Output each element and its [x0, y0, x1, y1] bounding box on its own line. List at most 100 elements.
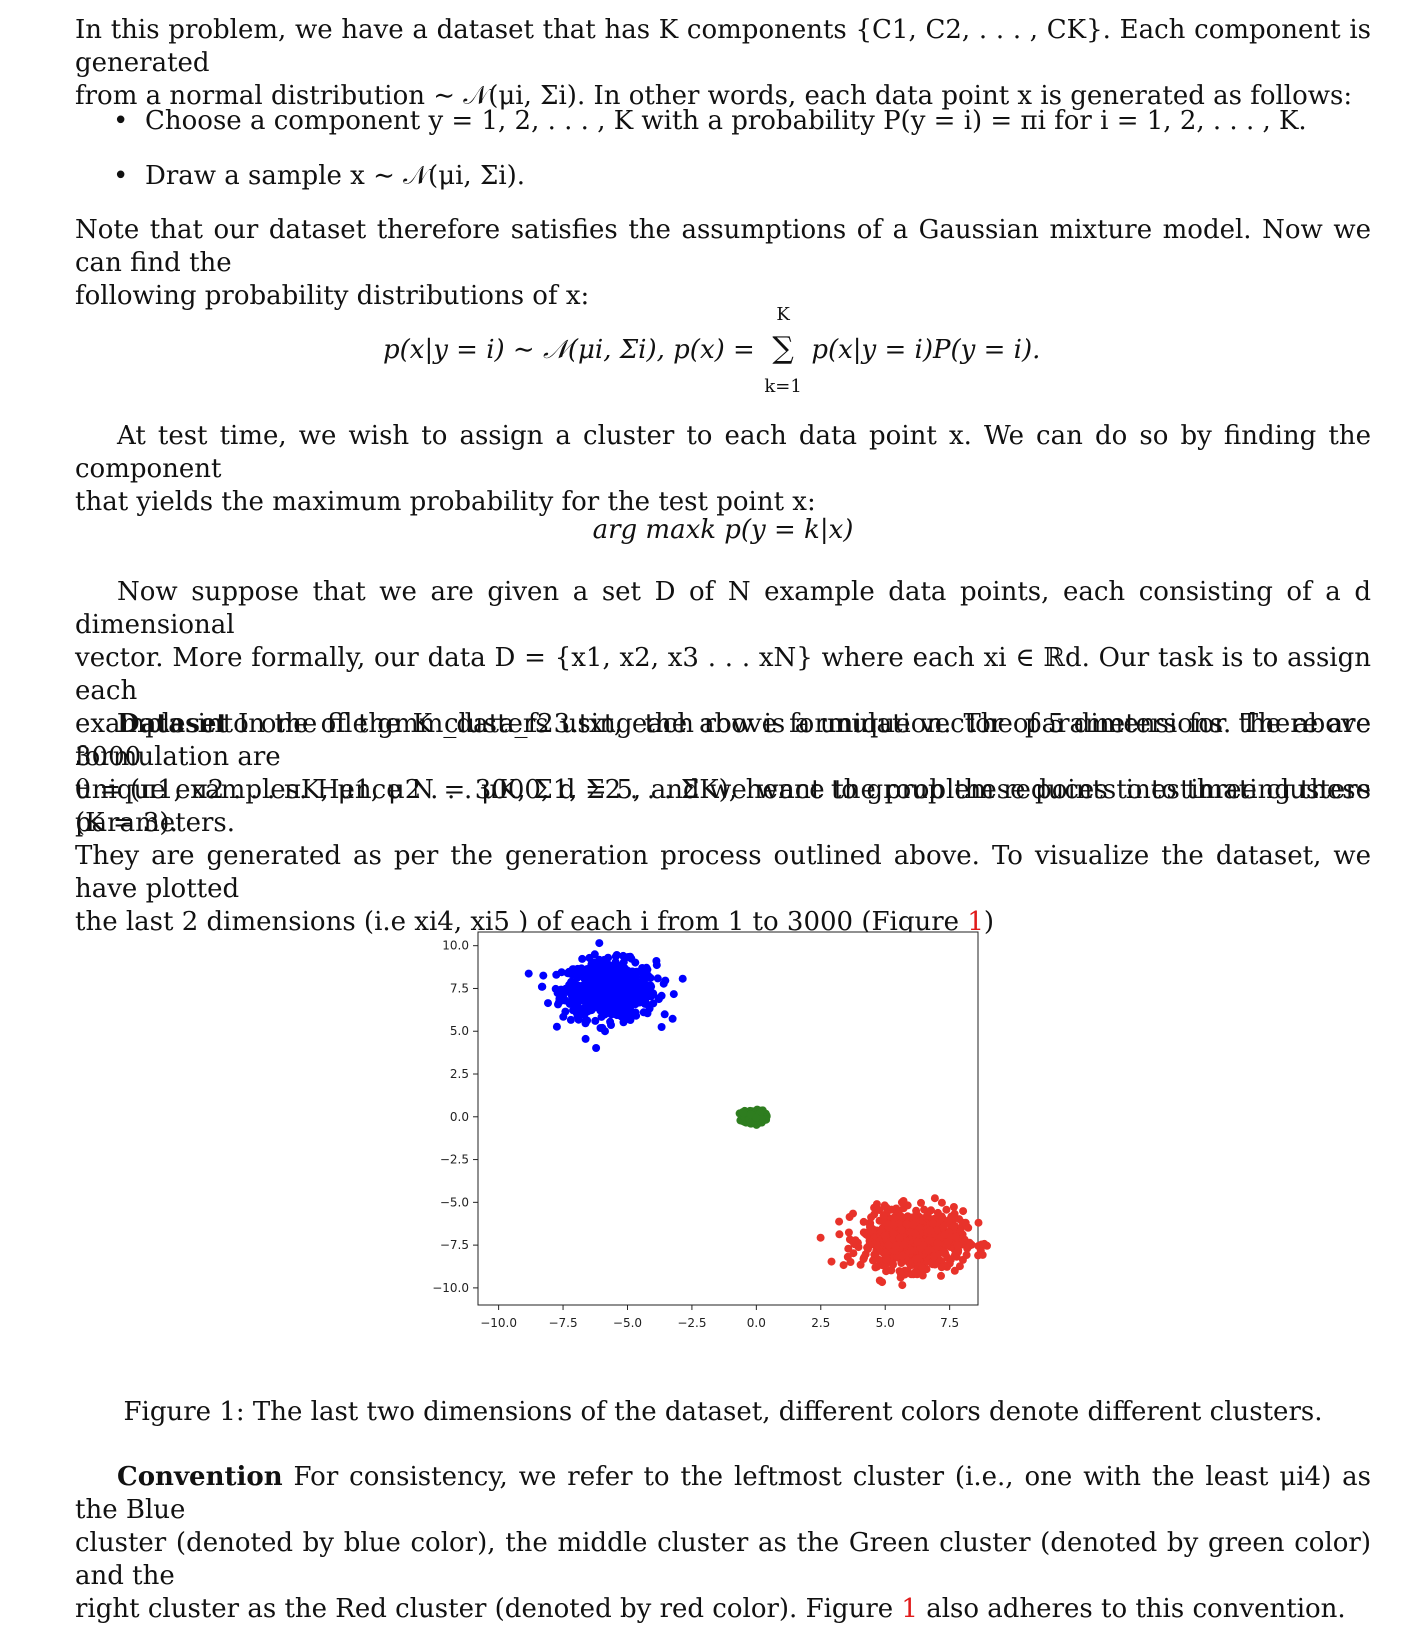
scatter-point — [606, 971, 614, 980]
scatter-point — [913, 1237, 922, 1246]
problem-line-3: example into one of the K clusters using… — [75, 709, 1371, 772]
scatter-point — [633, 986, 641, 994]
scatter-point — [603, 959, 612, 968]
scatter-point — [654, 995, 663, 1004]
scatter-point — [659, 979, 668, 988]
scatter-point — [627, 973, 636, 982]
scatter-point — [919, 1241, 928, 1250]
test-line-1: At test time, we wish to assign a cluste… — [75, 421, 1371, 484]
scatter-point — [974, 1218, 983, 1227]
scatter-point — [918, 1271, 927, 1280]
scatter-point — [897, 1198, 906, 1207]
gmm-paragraph: Note that our dataset therefore satisfie… — [75, 214, 1371, 313]
scatter-point — [896, 1270, 905, 1279]
scatter-point — [873, 1262, 882, 1271]
scatter-point — [846, 1258, 855, 1266]
scatter-point — [895, 1233, 904, 1242]
scatter-point — [898, 1252, 907, 1260]
scatter-point — [835, 1230, 844, 1239]
scatter-point — [827, 1257, 836, 1266]
scatter-point — [924, 1246, 933, 1255]
x-tick-label: 0.0 — [747, 1316, 766, 1330]
scatter-point — [601, 1027, 609, 1036]
data-points-group — [524, 939, 991, 1290]
scatter-point — [579, 983, 588, 992]
scatter-point — [898, 1281, 907, 1290]
scatter-point — [926, 1226, 935, 1235]
gmm-line-2: following probability distributions of x… — [75, 281, 590, 311]
scatter-chart: −10.0 −7.5 −5.0 −2.5 0.0 2.5 5.0 7.5 10.0 7.5 5.0… — [432, 931, 991, 1330]
scatter-point — [879, 1211, 888, 1220]
scatter-point — [595, 939, 604, 948]
scatter-point — [937, 1271, 945, 1280]
scatter-point — [746, 1119, 755, 1128]
y-tick-label: 5.0 — [450, 1024, 469, 1038]
scatter-point — [581, 1034, 590, 1043]
scatter-point — [933, 1208, 942, 1217]
scatter-point — [933, 1239, 942, 1248]
scatter-point — [955, 1262, 964, 1271]
x-tick-label: −5.0 — [613, 1316, 642, 1330]
scatter-point — [920, 1205, 929, 1214]
sum-lower-limit: k=1 — [764, 376, 802, 397]
intro-line-1: In this problem, we have a dataset that … — [75, 15, 1371, 78]
scatter-point — [589, 1003, 598, 1012]
scatter-point — [959, 1207, 968, 1216]
scatter-point — [958, 1218, 967, 1227]
scatter-point — [544, 999, 552, 1008]
x-tick-label: 2.5 — [811, 1316, 830, 1330]
scatter-point — [615, 967, 624, 975]
scatter-point — [816, 1233, 825, 1242]
scatter-point — [884, 1241, 893, 1249]
scatter-point — [928, 1260, 937, 1269]
scatter-point — [881, 1231, 889, 1240]
dataset-line-3: They are generated as per the generation… — [75, 841, 1371, 904]
summation: K ∑ k=1 — [763, 304, 803, 397]
x-tick-label: 7.5 — [940, 1316, 959, 1330]
scatter-point — [891, 1241, 900, 1250]
scatter-point — [859, 1217, 868, 1226]
equation-argmax: arg maxk p(y = k|x) — [592, 515, 854, 545]
scatter-point — [568, 970, 577, 979]
scatter-point — [599, 985, 608, 994]
scatter-point — [524, 969, 533, 978]
scatter-point — [657, 1023, 666, 1031]
scatter-point — [864, 1244, 872, 1253]
equation-left: p(x|y = i) ∼ 𝒩(μi, Σi), p(x) = — [383, 335, 755, 365]
figure-reference-link[interactable]: 1 — [967, 907, 984, 937]
x-tick-label: 5.0 — [876, 1316, 895, 1330]
scatter-point — [539, 971, 548, 980]
scatter-point — [559, 1012, 568, 1021]
scatter-point — [624, 994, 633, 1003]
scatter-point — [911, 1229, 920, 1238]
scatter-point — [930, 1252, 939, 1261]
scatter-point — [613, 974, 622, 983]
equation-mixture: p(x|y = i) ∼ 𝒩(μi, Σi), p(x) = K ∑ k=1 p… — [383, 304, 1143, 397]
scatter-point — [906, 1261, 915, 1270]
scatter-point — [642, 971, 651, 980]
scatter-point — [942, 1205, 951, 1214]
scatter-point — [940, 1221, 949, 1230]
scatter-point — [615, 982, 624, 991]
scatter-point — [944, 1216, 953, 1225]
scatter-point — [585, 953, 594, 962]
scatter-point — [611, 1002, 620, 1011]
dataset-paragraph: Dataset In the file gmm_data_f23.txt, ea… — [75, 709, 1371, 937]
scatter-point — [835, 1217, 844, 1226]
scatter-point — [937, 1263, 946, 1272]
dataset-line-2: unique examples. Hence N = 3000, d = 5, … — [75, 775, 1371, 838]
scatter-point — [631, 1008, 640, 1017]
scatter-point — [618, 960, 627, 969]
scatter-point — [943, 1260, 952, 1269]
figure-reference-link[interactable]: 1 — [901, 1594, 918, 1624]
scatter-point — [953, 1241, 962, 1250]
scatter-point — [641, 999, 649, 1008]
scatter-point — [937, 1198, 946, 1207]
scatter-point — [581, 991, 590, 1000]
scatter-point — [583, 975, 592, 984]
scatter-point — [870, 1210, 879, 1219]
scatter-point — [889, 1260, 897, 1269]
scatter-point — [949, 1203, 958, 1211]
scatter-point — [592, 986, 601, 995]
y-tick-label: 7.5 — [450, 981, 469, 995]
